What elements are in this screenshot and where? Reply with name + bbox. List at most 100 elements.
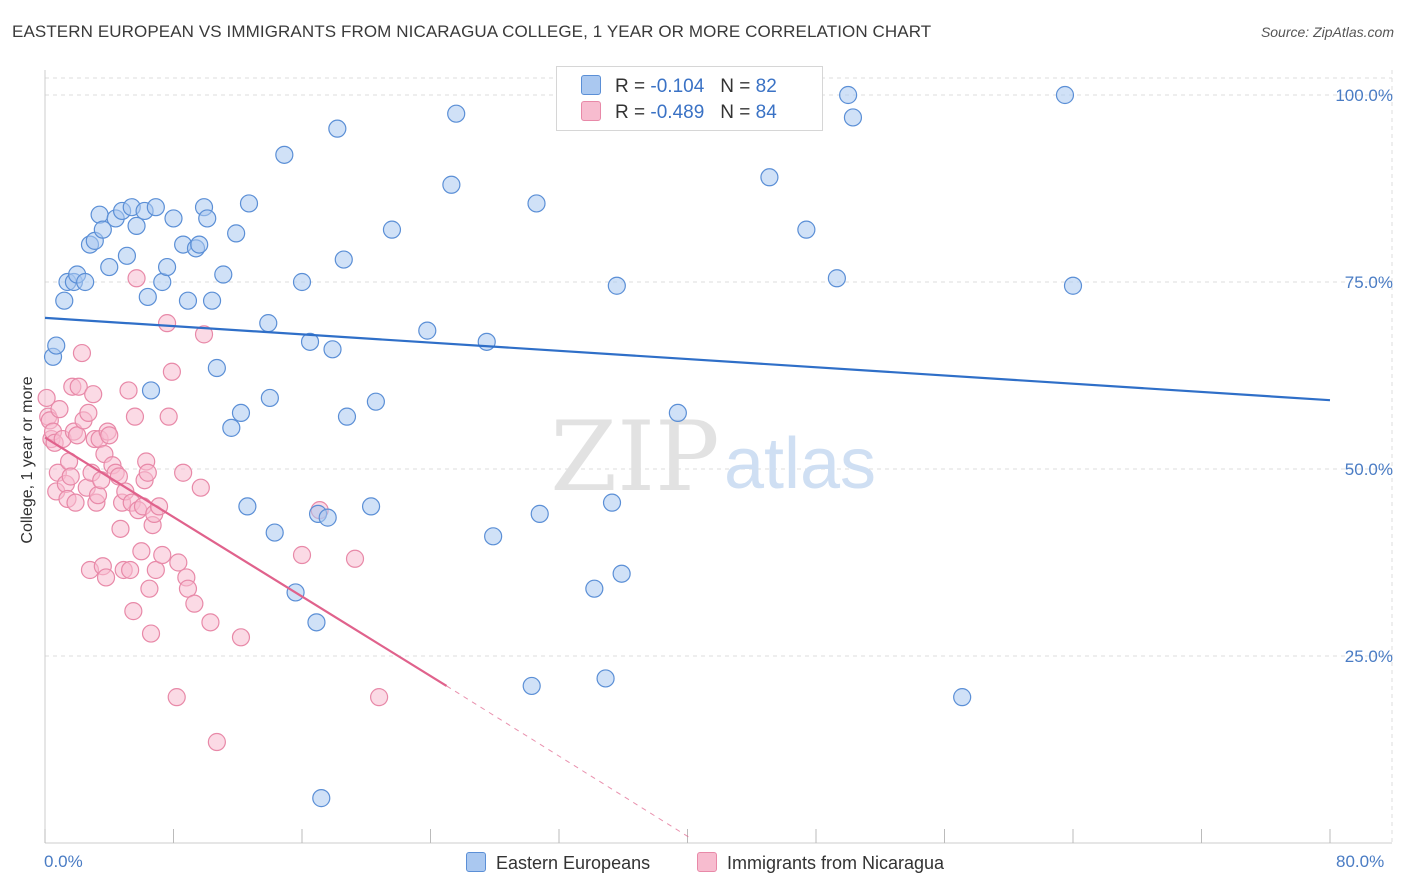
series-legend-blue-label: Eastern Europeans [496,853,651,873]
pink-data-point [84,385,103,404]
series-legend-pink-label: Immigrants from Nicaragua [727,853,945,873]
blue-data-point [141,381,161,400]
pink-data-point [96,568,116,587]
pink-data-point [292,545,312,565]
pink-data-point [121,560,140,580]
pink-data-point [100,426,119,445]
legend-r-label: R = [615,76,646,97]
blue-data-point [231,403,251,422]
pink-trend-extension [446,685,693,840]
blue-data-point [668,403,687,422]
pink-data-point [146,560,165,580]
blue-data-point [307,613,326,632]
correlation-legend: R = -0.104 N = 82 R = -0.489 N = 84 [556,66,823,131]
blue-data-point [843,108,863,127]
pink-data-point [191,478,210,497]
pink-data-point [66,493,85,512]
grid-layer [45,70,1393,843]
blue-data-point [47,336,66,355]
blue-data-point [55,291,74,310]
blue-data-point [607,276,626,295]
pink-data-point [345,549,365,568]
legend-n-value-pink: 84 [755,102,777,123]
blue-series-points [43,85,1083,808]
pink-data-point [231,628,251,647]
blue-data-point [198,209,217,228]
y-tick-label: 100.0% [1335,86,1393,105]
blue-data-point [238,497,257,516]
x-axis-max-label: 80.0% [1336,852,1385,871]
blue-data-point [93,220,112,239]
pink-data-point [125,407,145,426]
blue-data-point [300,332,320,351]
legend-r-label: R = [615,102,646,123]
pink-data-point [201,613,220,632]
blue-data-point [1063,276,1083,295]
blue-data-point [178,291,198,310]
legend-swatch-blue [581,75,601,95]
pink-data-point [140,579,159,598]
legend-n-value-blue: 82 [755,76,777,97]
blue-data-point [157,257,177,277]
blue-data-point [190,235,209,254]
blue-data-point [361,497,381,516]
blue-data-point [477,332,496,351]
blue-data-point [138,287,157,307]
blue-data-point [239,194,259,213]
series-legend: Eastern Europeans Immigrants from Nicara… [0,852,1406,876]
blue-data-point [522,676,541,696]
pink-data-point [194,325,214,344]
pink-data-point [88,486,108,505]
y-tick-label: 50.0% [1345,460,1393,479]
blue-data-point [612,564,631,583]
blue-data-point [90,205,109,224]
blue-data-point [760,168,779,187]
legend-r-value-pink: -0.489 [650,102,705,123]
series-swatch-blue [466,852,486,872]
pink-data-point [79,403,98,422]
axes-layer [44,70,1392,844]
y-tick-label: 25.0% [1345,647,1393,666]
blue-data-point [447,104,466,123]
blue-trend-line [44,316,1331,402]
pink-data-point [132,542,151,561]
pink-data-point [162,362,181,381]
pink-data-point [207,732,226,752]
blue-data-point [602,493,622,512]
y-axis-label-wrap: College, 1 year or more [14,250,42,670]
pink-data-point [185,594,204,613]
legend-row-blue: R = -0.104 N = 82 [581,75,777,99]
pink-data-point [111,519,130,538]
pink-data-point [50,400,69,419]
blue-data-point [117,246,137,265]
y-axis-label: College, 1 year or more [19,376,36,544]
blue-data-point [1055,85,1075,105]
series-legend-pink: Immigrants from Nicaragua [697,852,944,874]
pink-data-point [174,463,193,482]
blue-data-point [318,508,337,527]
blue-data-point [76,272,95,292]
blue-data-point [596,669,615,688]
blue-data-point [323,340,342,359]
blue-data-point [953,688,972,707]
blue-data-point [146,198,165,217]
pink-data-point [37,388,56,408]
pink-data-point [153,545,172,565]
blue-data-point [265,523,284,542]
blue-data-point [337,407,357,426]
legend-n-label: N = [720,102,751,123]
blue-data-point [207,358,226,378]
pink-trend-line [44,436,448,687]
blue-data-point [214,265,233,284]
y-tick-labels: 25.0% 50.0% 75.0% 100.0% [1335,86,1393,666]
watermark: ZIP atlas [550,401,876,513]
blue-data-point [839,85,858,105]
trend-lines [44,316,1331,840]
pink-data-point [72,343,92,363]
chart-title: EASTERN EUROPEAN VS IMMIGRANTS FROM NICA… [12,22,932,41]
blue-data-point [275,145,294,164]
series-legend-blue: Eastern Europeans [466,852,650,874]
legend-n-label: N = [720,76,751,97]
blue-data-point [484,527,503,546]
